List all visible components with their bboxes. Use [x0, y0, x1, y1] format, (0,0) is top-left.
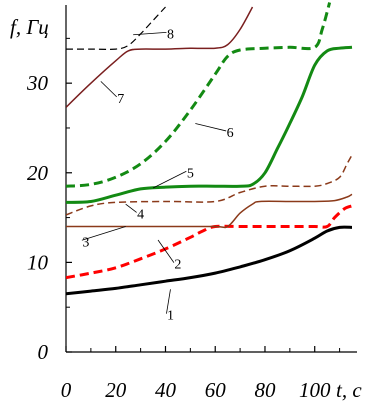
x-tick-label: 40 — [155, 378, 177, 402]
leader-lines — [81, 31, 227, 314]
leader-line-1 — [166, 289, 171, 314]
curve-number-label: 6 — [227, 126, 234, 141]
series-1-line — [66, 225, 353, 296]
x-tick-label: 100 — [299, 378, 331, 402]
series-3-line — [66, 193, 353, 229]
leader-line-4 — [125, 203, 137, 213]
curve-number-label: 4 — [137, 207, 144, 222]
curve-number-label: 2 — [174, 258, 181, 273]
y-tick-label: 20 — [27, 161, 49, 185]
series-4-line — [66, 154, 353, 216]
number-labels: 1 2 3 4 5 6 7 8 — [82, 27, 233, 323]
x-axis-title: t, c — [336, 378, 362, 402]
leader-line-8 — [133, 31, 167, 36]
series-5-line — [66, 45, 353, 204]
axes: 0 10 20 30 0 20 40 60 80 100 f, Гц t, c — [10, 5, 362, 402]
leader-line-2 — [157, 239, 175, 263]
curve-number-label: 8 — [167, 27, 174, 42]
leader-line-5 — [152, 170, 187, 189]
x-tick-label: 0 — [61, 378, 72, 402]
curve-number-label: 3 — [82, 235, 89, 250]
y-tick-label: 30 — [26, 71, 49, 95]
leader-line-6 — [195, 123, 227, 132]
y-tick-label: 0 — [38, 340, 49, 364]
series-layer — [66, 2, 353, 296]
y-tick-label: 10 — [27, 250, 49, 274]
x-tick-label: 20 — [105, 378, 127, 402]
series-6-line — [66, 2, 332, 188]
x-tick-label: 60 — [205, 378, 227, 402]
leader-line-7 — [100, 81, 117, 98]
curve-number-label: 1 — [167, 309, 174, 324]
curve-number-label: 5 — [187, 166, 194, 181]
series-8-line — [66, 6, 166, 50]
y-axis-title: f, Гц — [10, 15, 49, 39]
series-7-line — [66, 6, 254, 108]
leader-line-3 — [81, 226, 126, 241]
curve-number-label: 7 — [117, 92, 124, 107]
x-tick-label: 80 — [254, 378, 276, 402]
